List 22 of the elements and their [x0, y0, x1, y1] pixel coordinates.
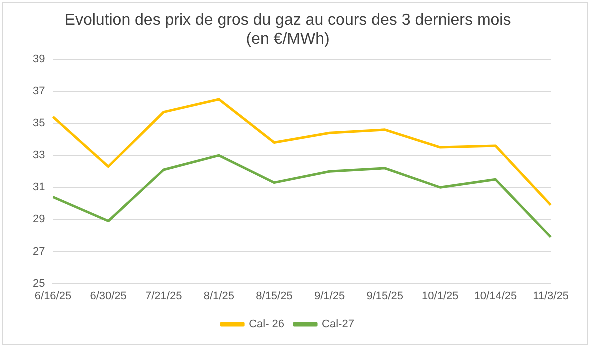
y-tick-label: 29	[32, 214, 46, 226]
x-tick-label: 10/1/25	[422, 290, 459, 302]
y-tick-label: 31	[32, 182, 46, 194]
x-tick-label: 6/16/25	[34, 290, 72, 302]
text: Evolution des prix de gros du gaz au cours des 3 derniers mois	[64, 12, 512, 30]
y-tick-label: 37	[32, 85, 46, 98]
x-tick-label: 9/1/25	[314, 290, 346, 302]
x-tick-label: 9/15/25	[366, 290, 404, 302]
y-tick-label: 39	[32, 53, 46, 66]
x-tick-label: 6/30/25	[90, 290, 127, 302]
y-tick-label: 27	[32, 246, 46, 258]
x-tick-label: 8/1/25	[204, 290, 234, 302]
y-tick-label: 35	[32, 118, 46, 130]
x-tick-label: 11/3/25	[533, 290, 569, 302]
y-tick-label: 25	[32, 278, 46, 290]
y-tick-label: 33	[32, 150, 46, 162]
x-tick-label: 7/21/25	[146, 290, 182, 302]
text: (en €/MWh)	[246, 31, 330, 48]
legend-label: Cal- 26	[249, 318, 285, 331]
legend-label: Cal-27	[322, 318, 354, 331]
x-tick-label: 10/14/25	[474, 290, 518, 302]
x-tick-label: 8/15/25	[256, 290, 293, 302]
